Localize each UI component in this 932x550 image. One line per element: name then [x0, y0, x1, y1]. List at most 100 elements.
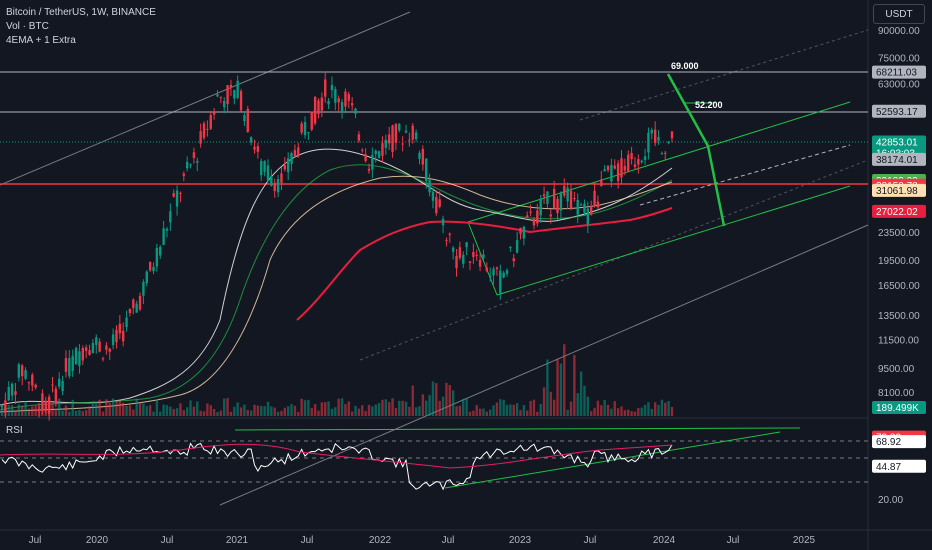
volume-bar — [135, 398, 138, 416]
volume-bar — [667, 400, 670, 416]
volume-bar — [21, 405, 24, 416]
candle-body — [78, 351, 81, 366]
rsi-label: RSI — [6, 425, 23, 436]
candle-body — [286, 158, 290, 173]
candle-body — [61, 381, 64, 392]
volume-bar — [216, 411, 219, 416]
candle-body — [44, 400, 47, 411]
candle-body — [243, 115, 246, 122]
volume-bar — [226, 398, 229, 416]
candle-body — [236, 80, 239, 98]
volume-bar — [468, 411, 472, 416]
volume-bar — [451, 390, 455, 416]
volume-bar — [647, 402, 650, 416]
candle-body — [256, 146, 260, 152]
volume-bar — [108, 402, 111, 416]
candle-body — [162, 228, 165, 245]
volume-bars — [0, 344, 674, 416]
candle-body — [84, 347, 88, 351]
volume-bar — [145, 406, 148, 416]
candle-body — [192, 152, 196, 159]
candle-body — [152, 266, 155, 272]
volume-bar — [441, 396, 445, 416]
volume-bar — [374, 404, 377, 416]
volume-bar — [280, 410, 283, 416]
volume-bar — [196, 401, 199, 416]
volume-bar — [101, 411, 105, 416]
price-tick: 90000.00 — [878, 26, 920, 37]
candle-body — [357, 134, 361, 141]
symbol-title[interactable]: Bitcoin / TetherUS, 1W, BINANCE — [6, 7, 156, 18]
candle-body — [263, 161, 266, 172]
currency-button[interactable]: USDT — [873, 4, 925, 24]
volume-bar — [98, 399, 101, 416]
rsi-tick-20: 20.00 — [878, 495, 903, 506]
time-axis[interactable]: Jul 2020 Jul 2021 Jul 2022 Jul 2023 Jul 2024 Jul 20… — [29, 535, 816, 546]
volume-bar — [246, 409, 249, 416]
volume-bar — [138, 402, 142, 416]
volume-bar — [61, 410, 64, 416]
candle-body — [128, 308, 132, 314]
volume-bar — [458, 405, 462, 416]
rsi-support-trend[interactable] — [444, 431, 781, 489]
volume-bar — [344, 404, 347, 416]
price-axis[interactable]: 90000.00 75000.00 63000.00 23500.00 19500.00… — [878, 26, 920, 399]
volume-bar — [596, 400, 600, 416]
candle-body — [175, 190, 179, 207]
volume-bar — [361, 405, 364, 416]
indicators-legend[interactable]: 4EMA + 1 Extra — [6, 35, 76, 46]
annotation-69000: 69.000 — [671, 61, 699, 71]
volume-bar — [303, 400, 307, 416]
candle-body — [7, 386, 10, 401]
candle-body — [546, 191, 549, 204]
volume-bar — [502, 399, 505, 416]
projection-path[interactable] — [666, 73, 726, 227]
price-tick: 8100.00 — [878, 388, 915, 399]
volume-bar — [542, 387, 546, 416]
volume-bar — [185, 407, 189, 416]
candle-body — [320, 97, 324, 111]
rsi-badge: 44.87 — [872, 459, 926, 473]
volume-bar — [155, 399, 159, 416]
svg-text:68211.03: 68211.03 — [876, 68, 917, 79]
volume-bar — [223, 398, 226, 416]
green-rising-channel[interactable] — [467, 101, 851, 296]
svg-text:27022.02: 27022.02 — [876, 207, 918, 218]
volume-bar — [175, 408, 179, 416]
candle-body — [334, 89, 337, 103]
candle-body — [526, 215, 529, 218]
candle-body — [549, 214, 552, 217]
rsi-resistance-trend[interactable] — [234, 427, 801, 431]
candle-body — [579, 204, 583, 206]
candle-body — [297, 147, 300, 156]
candle-body — [347, 94, 350, 101]
volume-bar — [54, 408, 58, 416]
volume-legend[interactable]: Vol · BTC — [6, 21, 49, 32]
volume-bar — [640, 407, 643, 416]
candle-body — [340, 102, 344, 112]
volume-bar — [472, 410, 475, 416]
candle-body — [606, 166, 610, 171]
volume-bar — [273, 407, 276, 416]
candle-body — [600, 179, 603, 186]
ema-lines — [0, 148, 673, 413]
candle-body — [394, 123, 398, 143]
candle-body — [31, 374, 34, 386]
volume-bar — [387, 402, 391, 416]
time-tick: Jul — [727, 535, 740, 546]
candle-body — [344, 91, 347, 107]
volume-bar — [377, 403, 381, 416]
volume-bar — [411, 385, 414, 416]
volume-bar — [613, 401, 616, 416]
candle-body — [10, 383, 14, 396]
volume-bar — [115, 400, 118, 416]
candle-body — [307, 132, 310, 134]
candle-body — [425, 158, 428, 181]
candles-group[interactable] — [0, 71, 674, 421]
volume-bar — [212, 408, 216, 416]
price-tick: 23500.00 — [878, 228, 920, 239]
candle-body — [101, 358, 105, 360]
volume-bar — [74, 410, 78, 416]
rsi-pane[interactable]: RSI 20.00 — [0, 425, 903, 506]
